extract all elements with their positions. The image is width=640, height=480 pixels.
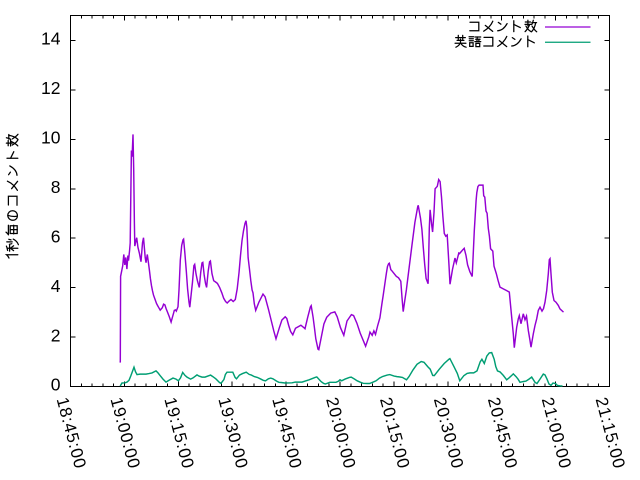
svg-text:12: 12 — [41, 78, 60, 98]
svg-text:0: 0 — [51, 375, 61, 395]
svg-text:6: 6 — [51, 226, 61, 246]
svg-text:14: 14 — [41, 29, 61, 49]
svg-text:4: 4 — [51, 276, 61, 296]
svg-text:2: 2 — [51, 325, 61, 345]
svg-text:8: 8 — [51, 177, 61, 197]
svg-text:10: 10 — [41, 128, 61, 148]
